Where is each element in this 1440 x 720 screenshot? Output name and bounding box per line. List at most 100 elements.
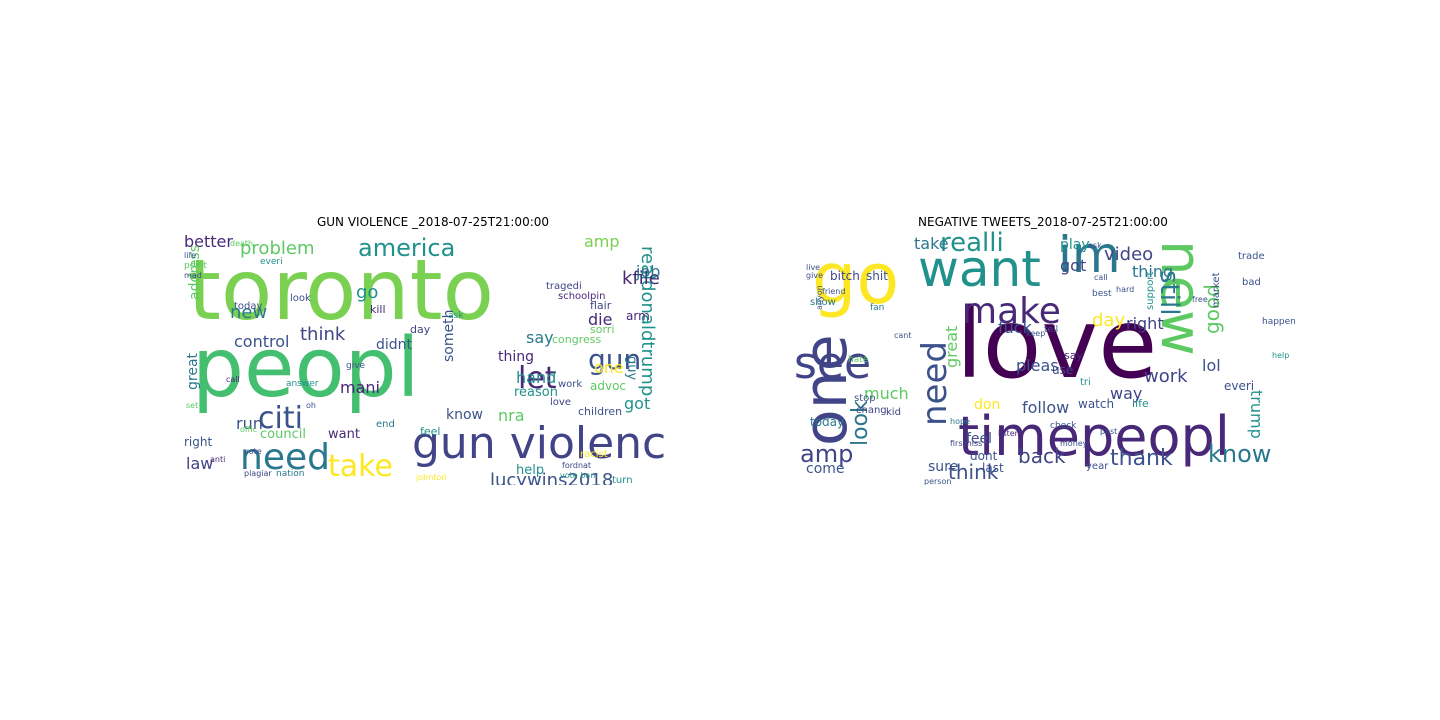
cloud-word: last — [982, 461, 1004, 475]
cloud-word: know — [1208, 440, 1272, 468]
cloud-word: follow — [1022, 398, 1070, 417]
cloud-word: everi — [260, 257, 283, 267]
cloud-word: arm — [626, 309, 650, 323]
cloud-word: nation — [276, 469, 305, 479]
cloud-word: guy — [624, 356, 639, 381]
cloud-word: don — [974, 397, 1001, 413]
cloud-word: show — [810, 297, 836, 308]
cloud-word: watch — [1078, 397, 1115, 411]
cloud-word: think — [948, 460, 999, 484]
cloud-word: life — [184, 251, 197, 260]
cloud-word: kfile — [622, 268, 660, 289]
cloud-word: america — [358, 234, 456, 262]
cloud-word: timepeopl — [958, 405, 1230, 468]
cloud-word: give — [806, 271, 823, 280]
cloud-word: feel — [966, 431, 993, 447]
cloud-word: great — [942, 325, 961, 368]
cloud-word: fan — [870, 303, 885, 313]
cloud-word: new — [230, 302, 268, 323]
cloud-word: one — [594, 358, 624, 377]
cloud-word: great — [185, 352, 201, 390]
cloud-word: mani — [340, 378, 380, 397]
cloud-word: set — [186, 401, 199, 410]
cloud-word: sure — [928, 459, 959, 475]
cloud-word: feel — [420, 425, 441, 438]
cloud-word: shit — [866, 269, 888, 283]
cloud-word: tell — [1044, 325, 1059, 335]
cloud-word: say — [1064, 349, 1083, 362]
cloud-word: ask — [1088, 241, 1102, 250]
cloud-word: offic — [240, 425, 258, 434]
cloud-word: let — [518, 361, 557, 396]
cloud-word: everi — [1224, 379, 1255, 393]
cloud-word: see — [794, 338, 872, 389]
cloud-word: miss — [964, 439, 983, 448]
cloud-word: anti — [210, 455, 226, 464]
cloud-word: know — [446, 407, 483, 423]
cloud-word: way — [1110, 384, 1143, 403]
cloud-word: cant — [894, 331, 912, 340]
cloud-word: happen — [1262, 317, 1295, 327]
cloud-word: got — [624, 394, 651, 413]
cloud-word: hope — [950, 417, 970, 426]
cloud-word: oh — [306, 401, 316, 410]
cloud-word: back — [1018, 444, 1066, 468]
cloud-word: realli — [940, 230, 1004, 258]
panel-title: NEGATIVE TWEETS_2018-07-25T21:00:00 — [918, 215, 1168, 229]
cloud-word: work — [1144, 366, 1188, 387]
cloud-word: bitch — [830, 269, 860, 283]
cloud-word: vote — [244, 447, 262, 456]
cloud-word: citi — [258, 401, 303, 436]
cloud-word: hand — [516, 368, 557, 387]
cloud-word: vote ban — [560, 471, 596, 480]
cloud-word: love — [550, 397, 571, 408]
cloud-word: problem — [240, 238, 315, 259]
cloud-word: tragedi — [546, 281, 582, 292]
cloud-word: lucywins2018 — [490, 470, 614, 486]
cloud-word: peopl — [192, 321, 420, 416]
cloud-word: got — [1060, 256, 1087, 275]
cloud-word: flair — [590, 299, 612, 312]
cloud-word: die — [588, 310, 613, 329]
cloud-word: thing — [1132, 262, 1174, 281]
cloud-word: turn — [612, 475, 633, 486]
cloud-word: job — [636, 262, 661, 281]
cloud-word: look — [290, 293, 311, 304]
cloud-word: live — [806, 263, 821, 272]
cloud-word: racist — [580, 449, 608, 460]
cloud-word: better — [184, 232, 233, 251]
cloud-word: keep — [1026, 329, 1046, 338]
cloud-word: congress — [552, 333, 602, 346]
cloud-word: go — [356, 282, 379, 303]
cloud-word: come — [806, 461, 845, 477]
cloud-word: need — [240, 437, 330, 478]
cloud-word: person — [924, 477, 952, 486]
cloud-word: amp — [584, 232, 620, 251]
panel-title: GUN VIOLENCE _2018-07-25T21:00:00 — [316, 215, 550, 229]
cloud-word: help — [516, 463, 545, 478]
cloud-word: children — [578, 405, 623, 418]
cloud-word: give — [346, 361, 366, 371]
cloud-word: market — [1211, 272, 1222, 309]
cloud-word: law — [186, 454, 214, 473]
cloud-word: best — [1092, 289, 1112, 299]
cloud-word: use — [1052, 363, 1074, 377]
cloud-word: end — [376, 419, 395, 430]
cloud-word: kid — [886, 407, 901, 418]
cloud-word: work — [558, 379, 583, 390]
cloud-word: right — [184, 435, 213, 449]
cloud-word: plagiar — [244, 469, 272, 478]
cloud-word: gun — [588, 343, 642, 376]
cloud-word: control — [234, 332, 290, 351]
cloud-word: take — [914, 234, 949, 253]
cloud-word: answer — [286, 379, 319, 389]
cloud-word: thing — [498, 349, 535, 365]
cloud-word: hard — [1116, 285, 1135, 294]
cloud-word: say — [526, 328, 554, 347]
cloud-word: pleas — [1016, 356, 1059, 375]
cloud-word: council — [260, 427, 306, 442]
cloud-word: call — [1094, 273, 1108, 282]
cloud-word: want — [328, 427, 360, 442]
cloud-word: tri — [1080, 377, 1091, 388]
cloud-word: friend — [822, 287, 846, 296]
